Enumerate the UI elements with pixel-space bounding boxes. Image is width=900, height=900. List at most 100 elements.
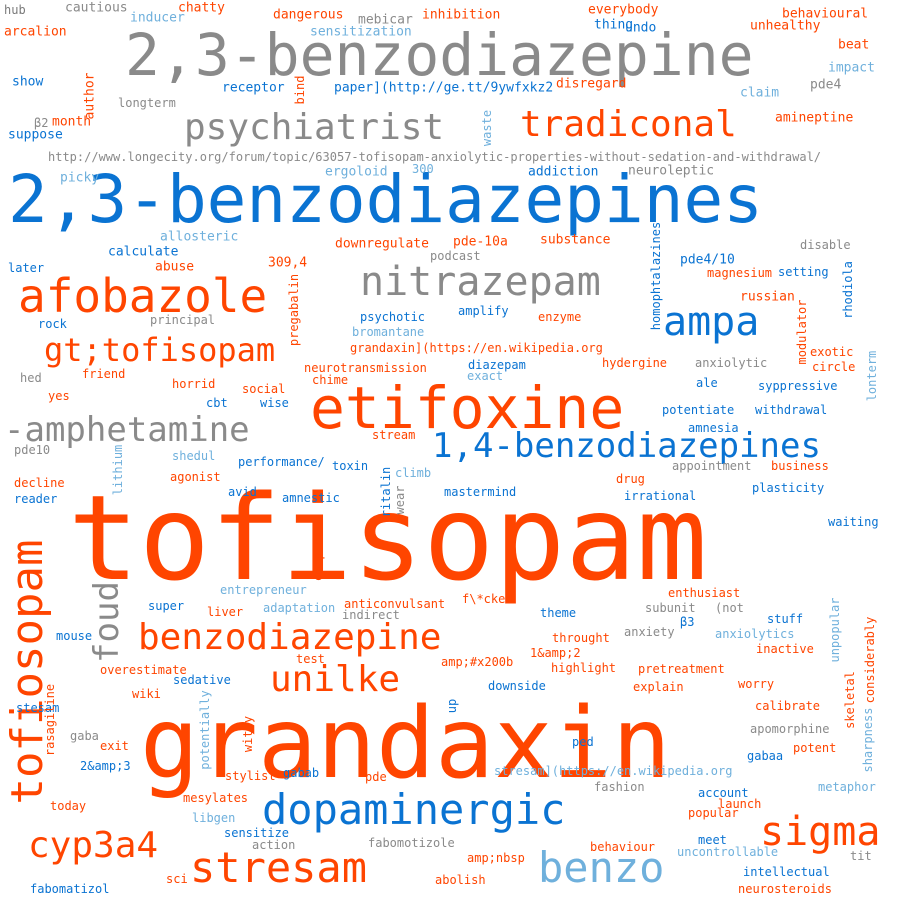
word-2-3-benzodiazepines: 2,3-benzodiazepines [8,161,763,238]
word-psychotic: psychotic [360,310,426,324]
word-dangerous: dangerous [273,7,344,23]
word-disregard: disregard [556,76,627,92]
word-ale: ale [696,376,718,390]
word-popular: popular [688,806,739,820]
word-drug: drug [616,472,645,486]
word-ritalin: ritalin [379,466,393,518]
word-substance: substance [540,232,611,248]
word-indirect: indirect [342,608,400,622]
word-pde: pde [365,770,387,784]
word-unhealthy: unhealthy [750,18,821,34]
word-hub: hub [4,3,26,17]
word-foud: foud [87,581,127,663]
word-sensitization: sensitization [310,24,412,40]
word-waiting: waiting [828,515,879,529]
word-etifoxine: etifoxine [310,374,625,442]
word-grandaxin: grandaxin [140,687,672,801]
word-apomorphine: apomorphine [750,722,830,736]
word-unilke: unilke [270,659,401,700]
word-afobazole: afobazole [18,269,268,323]
word-podcast: podcast [430,249,481,263]
word-up: up [445,698,459,714]
word-cautious: cautious [65,0,128,16]
word-cyp3a4: cyp3a4 [28,825,159,866]
word-sedative: sedative [173,673,231,687]
word-super: super [148,599,185,613]
word-1-amp-2: 1&amp;2 [530,646,581,660]
word-stesam: stesam [16,701,60,715]
word-potentiate: potentiate [662,403,735,417]
word-toxin: toxin [332,459,369,473]
word-fashion: fashion [594,780,645,794]
word-amnestic: amnestic [282,491,340,505]
word-magnesium: magnesium [707,266,773,280]
word-stresam-https-en-wikipedia-org: stresam](https://en.wikipedia.org [494,764,733,778]
word-neurotransmission: neurotransmission [304,361,427,375]
word-wise: wise [260,396,289,410]
word-diazepam: diazepam [468,358,526,372]
word-3: β3 [680,615,695,629]
word-theme: theme [540,606,577,620]
word-2-3-benzodiazepine: 2,3-benzodiazepine [125,21,754,89]
word-receptor: receptor [222,80,285,96]
word-lonterm: lonterm [865,350,879,402]
word-social: social [242,382,286,396]
word-meet: meet [698,833,727,847]
word-liver: liver [207,605,244,619]
word-abolish: abolish [435,873,486,887]
word-setting: setting [778,265,829,279]
word-nitrazepam: nitrazepam [360,259,601,305]
word-lithium: lithium [111,444,125,496]
word-exotic: exotic [810,345,854,359]
word-yes: yes [48,389,70,403]
word-beat: beat [838,37,870,53]
word-stream: stream [372,428,416,442]
word-anxiolytic: anxiolytic [695,356,768,370]
word-undo: undo [625,20,657,36]
word-disable: disable [800,238,851,252]
word-chime: chime [312,373,349,387]
word-ped: ped [572,735,594,749]
word-downside: downside [488,679,546,693]
word-russian: russian [740,289,795,305]
word-potentially: potentially [198,690,212,770]
word-chatty: chatty [178,0,225,16]
word-everybody: everybody [588,2,659,18]
word-longterm: longterm [118,96,176,110]
word-sigma: sigma [760,809,881,855]
word-benzo: benzo [538,843,665,892]
word-action: action [252,838,296,852]
word-stylist: stylist [225,769,276,783]
word-grandaxin-https-en-wikipedia-org: grandaxin](https://en.wikipedia.org [350,341,603,355]
word-worry: worry [738,677,775,691]
word-rhodiola: rhodiola [841,261,855,319]
word-amp-x200b: amp;#x200b [441,655,514,669]
word-homophtalazines: homophtalazines [649,221,663,331]
word-enzyme: enzyme [538,310,582,324]
word-psychiatrist: psychiatrist [184,107,445,148]
word-mouse: mouse [56,629,93,643]
word-pde4: pde4 [810,77,842,93]
word-unpopular: unpopular [828,597,842,663]
word-modulator: modulator [795,299,809,365]
word-later: later [8,261,45,275]
word-pretreatment: pretreatment [638,662,725,676]
word-mastermind: mastermind [444,485,517,499]
word-pde10: pde10 [14,443,51,457]
word-1-4-benzodiazepines: 1,4-benzodiazepines [432,426,821,466]
word-enthusiast: enthusiast [668,586,741,600]
word-potent: potent [793,741,837,755]
word-waste: waste [480,109,494,147]
word-exit: exit [100,739,129,753]
word-climb: climb [395,466,432,480]
word-show: show [12,74,44,90]
word-adaptation: adaptation [263,601,336,615]
word-irrational: irrational [624,489,697,503]
word-anxiety: anxiety [624,625,675,639]
word-picky: picky [60,170,100,186]
word-bromantane: bromantane [352,325,425,339]
word-circle: circle [812,360,856,374]
word-anticonvulsant: anticonvulsant [344,597,446,611]
word-rasagiline: rasagiline [43,683,57,757]
